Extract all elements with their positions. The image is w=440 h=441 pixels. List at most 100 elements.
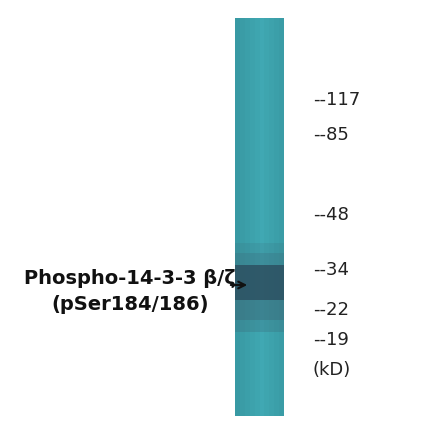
Bar [245,74,250,78]
Bar [245,121,250,126]
Bar [235,411,241,415]
Bar [264,260,270,265]
Bar [264,145,270,149]
Bar [250,149,255,153]
Bar [274,18,279,22]
Bar [274,42,279,46]
Bar [240,264,246,269]
Bar [274,387,279,392]
Bar [269,355,275,360]
Bar [255,232,260,237]
Bar [279,264,284,269]
Bar [260,268,265,273]
Bar [245,332,250,336]
Bar [260,93,265,98]
Bar [250,66,255,70]
Bar [255,38,260,42]
Bar [264,93,270,98]
Bar [250,220,255,225]
Bar [260,236,265,241]
Bar [235,228,241,233]
Bar [250,117,255,122]
Bar [274,153,279,157]
Bar [250,391,255,396]
Bar [260,403,265,407]
Bar [260,256,265,261]
Bar [240,292,246,296]
Bar [240,363,246,368]
Bar [235,173,241,177]
Bar [255,18,260,22]
Bar [274,193,279,197]
Bar [245,252,250,257]
Bar [264,228,270,233]
Bar [245,101,250,106]
Bar [255,113,260,118]
Bar [260,264,265,269]
Bar [250,82,255,86]
Bar [279,228,284,233]
Bar [235,205,241,209]
Bar [240,260,246,265]
Bar [255,363,260,368]
Bar [274,280,279,284]
Bar [250,407,255,411]
Bar [240,90,246,94]
Bar [235,97,241,102]
Bar [245,395,250,400]
Bar [255,30,260,34]
Bar [269,62,275,66]
Bar [235,244,241,249]
Bar [279,70,284,74]
Bar [260,161,265,165]
Bar [245,220,250,225]
Bar [260,197,265,201]
Bar [269,367,275,372]
Bar [255,141,260,146]
Bar [245,117,250,122]
Bar [245,284,250,288]
Bar [269,403,275,407]
Bar [260,105,265,110]
Bar [279,375,284,380]
Bar [245,78,250,82]
Bar [274,22,279,26]
Bar [250,336,255,340]
Bar [274,328,279,332]
Bar [250,213,255,217]
Bar [245,272,250,277]
Bar [255,193,260,197]
Bar [250,169,255,173]
Bar [264,66,270,70]
Bar [274,38,279,42]
Bar [279,371,284,376]
Bar [260,165,265,169]
Bar [245,86,250,90]
Bar [240,50,246,54]
Bar [279,312,284,316]
Bar [279,54,284,58]
Bar [235,296,241,300]
Bar [250,284,255,288]
Bar [264,391,270,396]
Bar [235,312,241,316]
Bar [269,50,275,54]
Bar [245,240,250,245]
Bar [279,46,284,50]
Bar [279,391,284,396]
Bar [245,90,250,94]
Text: Phospho-14-3-3 β/ζ: Phospho-14-3-3 β/ζ [24,269,236,288]
Bar [245,34,250,38]
Bar [279,308,284,312]
Bar [255,340,260,344]
Bar [240,105,246,110]
Bar [235,185,241,189]
Bar [255,161,260,165]
Bar [235,177,241,181]
Bar [255,78,260,82]
Bar [279,316,284,320]
Bar [245,137,250,142]
Bar [279,379,284,384]
Bar [269,153,275,157]
Bar [255,105,260,110]
